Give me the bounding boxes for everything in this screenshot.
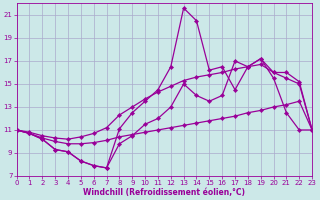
X-axis label: Windchill (Refroidissement éolien,°C): Windchill (Refroidissement éolien,°C) <box>84 188 245 197</box>
